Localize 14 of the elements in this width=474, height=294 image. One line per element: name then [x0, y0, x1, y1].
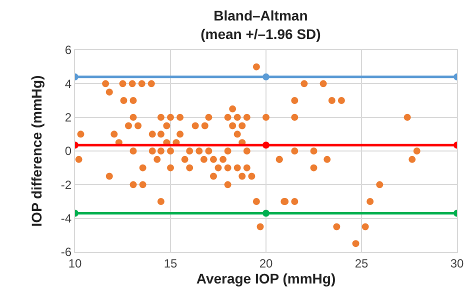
- x-tick-label: 25: [354, 256, 368, 270]
- y-tick-label: 6: [64, 43, 72, 58]
- y-tick-label: 2: [64, 110, 72, 125]
- y-tick-label: -2: [60, 178, 72, 192]
- y-tick-label: 0: [64, 144, 72, 158]
- y-tick-label: 4: [64, 76, 72, 91]
- chart-title: Bland–Altman: [214, 8, 308, 24]
- x-axis-title: Average IOP (mmHg): [196, 270, 336, 287]
- x-tick-label: 20: [259, 256, 273, 270]
- y-axis-title: IOP difference (mmHg): [28, 75, 45, 227]
- x-tick-label: 30: [450, 256, 464, 270]
- y-tick-label: -4: [60, 212, 72, 226]
- x-tick-label: 15: [164, 256, 178, 270]
- chart-subtitle: (mean +/–1.96 SD): [200, 26, 321, 42]
